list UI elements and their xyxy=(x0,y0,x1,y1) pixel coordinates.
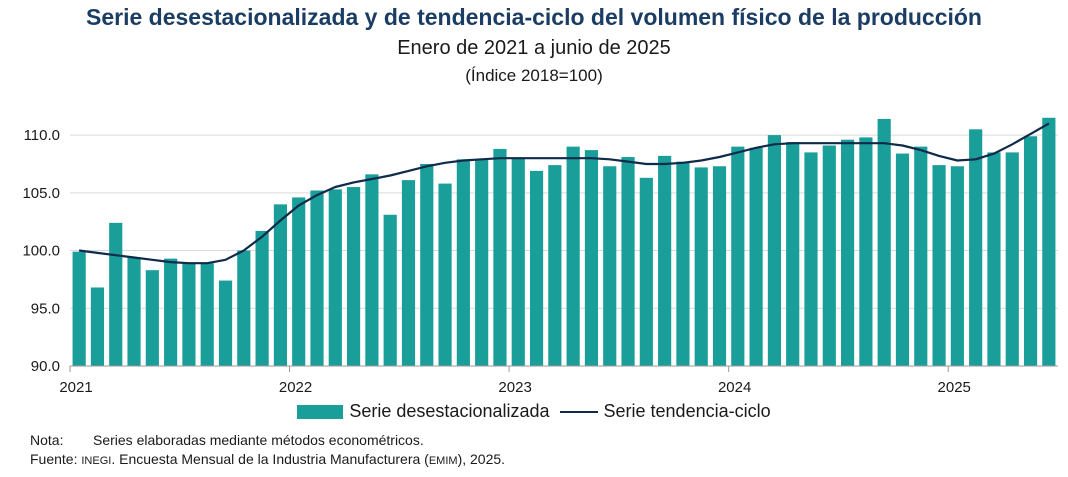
bar xyxy=(932,165,946,366)
legend-bar-swatch xyxy=(297,404,344,419)
bar xyxy=(877,118,891,366)
bar xyxy=(109,222,123,366)
bar xyxy=(804,152,818,366)
bar xyxy=(566,146,580,366)
bar xyxy=(987,152,1001,366)
bar xyxy=(90,287,105,366)
source-abbr: EMIM xyxy=(428,455,458,467)
bar xyxy=(420,163,434,366)
legend-line-swatch xyxy=(559,410,598,413)
bar xyxy=(658,155,672,366)
chart-subtitle: Enero de 2021 a junio de 2025 xyxy=(397,37,671,59)
x-tick-label: 2025 xyxy=(938,379,971,396)
bar xyxy=(328,189,342,366)
y-tick-label: 100.0 xyxy=(22,243,60,260)
bar xyxy=(859,137,873,366)
chart-title: Serie desestacionalizada y de tendencia-… xyxy=(85,4,982,30)
source-label: Fuente: xyxy=(30,451,78,467)
bar xyxy=(603,166,617,366)
bar xyxy=(529,170,544,366)
bar xyxy=(456,159,470,366)
bar xyxy=(347,187,361,366)
bar xyxy=(401,180,416,366)
note-label: Nota: xyxy=(30,432,64,448)
bar xyxy=(822,145,836,366)
bar xyxy=(895,153,910,366)
y-tick-label: 110.0 xyxy=(24,127,60,144)
legend-bar-label: Serie desestacionalizada xyxy=(349,401,550,421)
y-tick-label: 90.0 xyxy=(31,358,60,375)
bar xyxy=(621,157,635,366)
y-tick-label: 105.0 xyxy=(22,185,60,202)
chart-legend: Serie desestacionalizada Serie tendencia… xyxy=(0,401,1068,422)
bar xyxy=(786,142,800,366)
bar xyxy=(676,161,690,366)
x-tick-label: 2023 xyxy=(498,379,531,396)
bar xyxy=(292,197,306,366)
bar xyxy=(365,174,379,366)
bar xyxy=(200,263,214,366)
bar xyxy=(127,257,141,366)
bar xyxy=(182,263,196,366)
bar xyxy=(694,167,708,366)
source-text-1: . Encuesta Mensual de la Industria Manuf… xyxy=(111,451,429,467)
bar xyxy=(548,165,562,366)
bar xyxy=(969,129,983,366)
bar xyxy=(1042,117,1056,366)
bar xyxy=(237,250,251,366)
x-tick-label: 2024 xyxy=(718,379,751,396)
footnotes: Nota: Series elaboradas mediante métodos … xyxy=(30,431,505,471)
bar xyxy=(914,146,928,366)
note-row: Nota: Series elaboradas mediante métodos … xyxy=(30,431,505,450)
bar xyxy=(145,270,159,366)
bar xyxy=(475,159,489,366)
trend-line xyxy=(78,122,1050,265)
source-text-2: ), 2025. xyxy=(457,451,506,467)
bar xyxy=(767,135,781,366)
bar xyxy=(1023,136,1038,366)
bar xyxy=(1005,152,1019,366)
bar xyxy=(438,183,452,366)
note-text: Series elaboradas mediante métodos econo… xyxy=(93,432,424,448)
bar-line-chart: 90.0 95.0 100.0 105.0 110.0 2021 2022 2023 2024 2… xyxy=(22,117,1058,396)
bar xyxy=(511,158,525,366)
bar xyxy=(72,251,86,366)
legend-line-label: Serie tendencia-ciclo xyxy=(603,401,771,421)
source-row: Fuente: INEGI. Encuesta Mensual de la In… xyxy=(30,450,505,471)
bar xyxy=(383,214,397,366)
bar xyxy=(584,150,599,366)
bar xyxy=(841,139,855,366)
bar xyxy=(310,190,324,366)
bar xyxy=(273,204,287,366)
source-org: INEGI xyxy=(81,455,112,467)
chart-unit-note: (Índice 2018=100) xyxy=(465,66,603,85)
bar xyxy=(218,280,233,366)
bar xyxy=(639,177,653,366)
bar xyxy=(950,166,964,366)
bar xyxy=(255,230,269,366)
y-tick-label: 95.0 xyxy=(31,300,60,317)
bar xyxy=(164,258,178,366)
bar xyxy=(493,148,507,366)
bar xyxy=(712,166,727,366)
x-tick-label: 2021 xyxy=(59,379,92,396)
bar xyxy=(749,147,763,366)
x-tick-label: 2022 xyxy=(279,379,312,396)
bar xyxy=(731,146,745,366)
